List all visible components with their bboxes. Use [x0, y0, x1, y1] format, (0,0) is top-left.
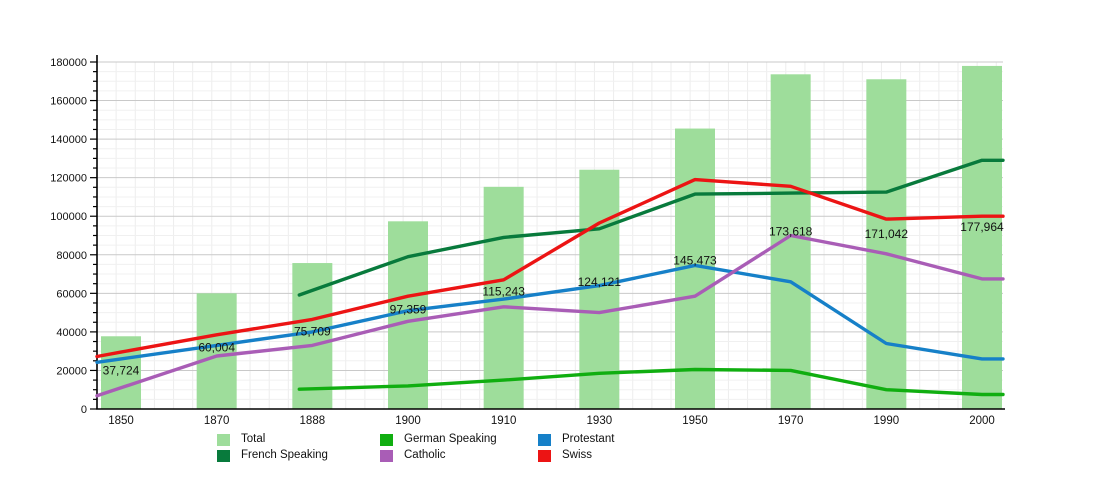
- total-bar: [770, 74, 811, 410]
- x-axis-label: 1950: [682, 415, 708, 427]
- line-protestant: [95, 263, 1005, 364]
- y-axis-label: 140000: [50, 134, 87, 146]
- y-axis-label: 120000: [50, 173, 87, 185]
- x-axis-label: 1990: [874, 415, 900, 427]
- y-axis-label: 80000: [56, 250, 87, 262]
- bar-value-label: 37,724: [103, 363, 140, 377]
- line-french-speaking: [297, 158, 1005, 297]
- line-swiss: [95, 177, 1005, 359]
- bar-value-label: 60,004: [198, 341, 235, 355]
- bar-value-label: 145,473: [673, 253, 717, 267]
- x-axis-label: 1888: [300, 415, 326, 427]
- total-bar: [962, 65, 1002, 409]
- y-axis-label: 60000: [56, 288, 87, 300]
- total-bar: [196, 293, 237, 409]
- bar-value-label: 171,042: [865, 227, 909, 241]
- line-catholic: [95, 233, 1005, 398]
- x-axis-label: 1900: [395, 415, 421, 427]
- total-bar: [866, 79, 907, 409]
- bar-value-label: 124,121: [578, 275, 622, 289]
- line-german-speaking: [297, 367, 1005, 397]
- x-axis-label: 1970: [778, 415, 804, 427]
- total-bar: [579, 169, 620, 409]
- bar-value-label: 115,243: [482, 284, 525, 298]
- bar-value-label: 177,964: [960, 220, 1004, 234]
- x-axis-label: 2000: [969, 415, 995, 427]
- y-axis-label: 20000: [56, 365, 87, 377]
- y-axis-label: 160000: [50, 96, 87, 108]
- y-axis-label: 180000: [50, 57, 87, 69]
- bar-value-label: 173,618: [769, 225, 813, 239]
- x-axis-label: 1850: [108, 415, 134, 427]
- bar-value-label: 75,709: [294, 325, 331, 339]
- y-axis-label: 40000: [56, 327, 87, 339]
- y-axis-label: 0: [81, 404, 87, 416]
- x-axis-label: 1930: [587, 415, 613, 427]
- x-axis-label: 1910: [491, 415, 517, 427]
- y-axis-label: 100000: [50, 211, 87, 223]
- bar-value-label: 97,359: [390, 303, 427, 317]
- x-axis-label: 1870: [204, 415, 230, 427]
